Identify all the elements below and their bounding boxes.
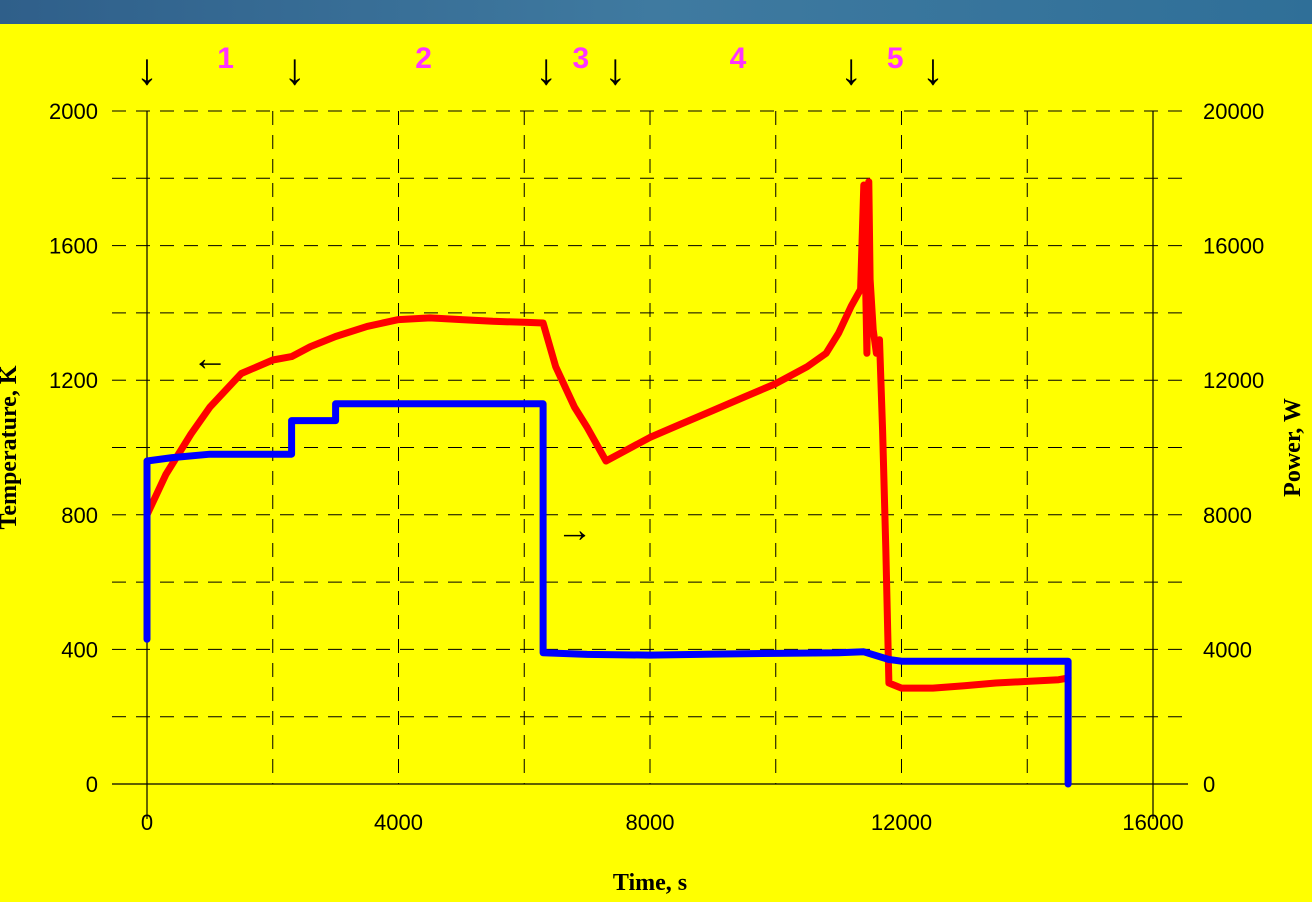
y-left-tick-label: 1600 [49,234,98,259]
x-tick-label: 0 [141,810,153,835]
phase-label: 3 [572,42,589,75]
y-right-tick-label: 16000 [1203,234,1264,259]
phase-boundary-arrow: ↓ [604,45,626,94]
phase-markers: ← → ↓ ↓ ↓ ↓ ↓ ↓ 1 2 3 4 5 [136,42,944,550]
arrow-left-annotation: ← [192,337,228,378]
y-left-tick-label: 2000 [49,99,98,124]
y-axis-right-title: Power, W [1280,398,1306,497]
y-left-tick-label: 400 [61,637,98,662]
x-tick-label: 4000 [374,810,423,835]
y-right-tick-label: 12000 [1203,368,1264,393]
tick-labels: 0 4000 8000 12000 16000040080012001600200004… [49,99,1264,835]
phase-label: 5 [887,42,904,75]
phase-label: 4 [730,42,747,75]
title-bar [0,0,1312,24]
phase-boundary-arrow: ↓ [922,45,944,94]
y-left-tick-label: 800 [61,503,98,528]
arrow-right-annotation: → [557,509,593,550]
y-right-tick-label: 20000 [1203,99,1264,124]
phase-boundary-arrow: ↓ [284,45,306,94]
x-tick-label: 16000 [1122,810,1183,835]
grid [112,110,1188,784]
chart-area: 0 4000 8000 12000 16000 0 400 800 1200 1600 2000 0 4… [0,24,1312,897]
temperature-power-chart: 0 4000 8000 12000 16000040080012001600200004… [0,42,1306,896]
phase-boundary-arrow: ↓ [840,45,862,94]
phase-boundary-arrow: ↓ [535,45,557,94]
series-group [143,178,1072,788]
y-axis-left-title: Temperature, K [0,365,22,529]
power-series-line [143,400,1072,788]
temperature-series-line [143,178,1072,692]
y-right-tick-label: 4000 [1203,637,1252,662]
phase-label: 2 [415,42,432,75]
y-right-tick-label: 8000 [1203,503,1252,528]
y-left-tick-label: 1200 [49,368,98,393]
y-right-tick-label: 0 [1203,772,1215,797]
phase-boundary-arrow: ↓ [136,45,158,94]
x-axis-title: Time, s [613,870,687,896]
x-tick-label: 12000 [871,810,932,835]
y-left-tick-label: 0 [86,772,98,797]
x-tick-label: 8000 [626,810,675,835]
phase-label: 1 [217,42,234,75]
